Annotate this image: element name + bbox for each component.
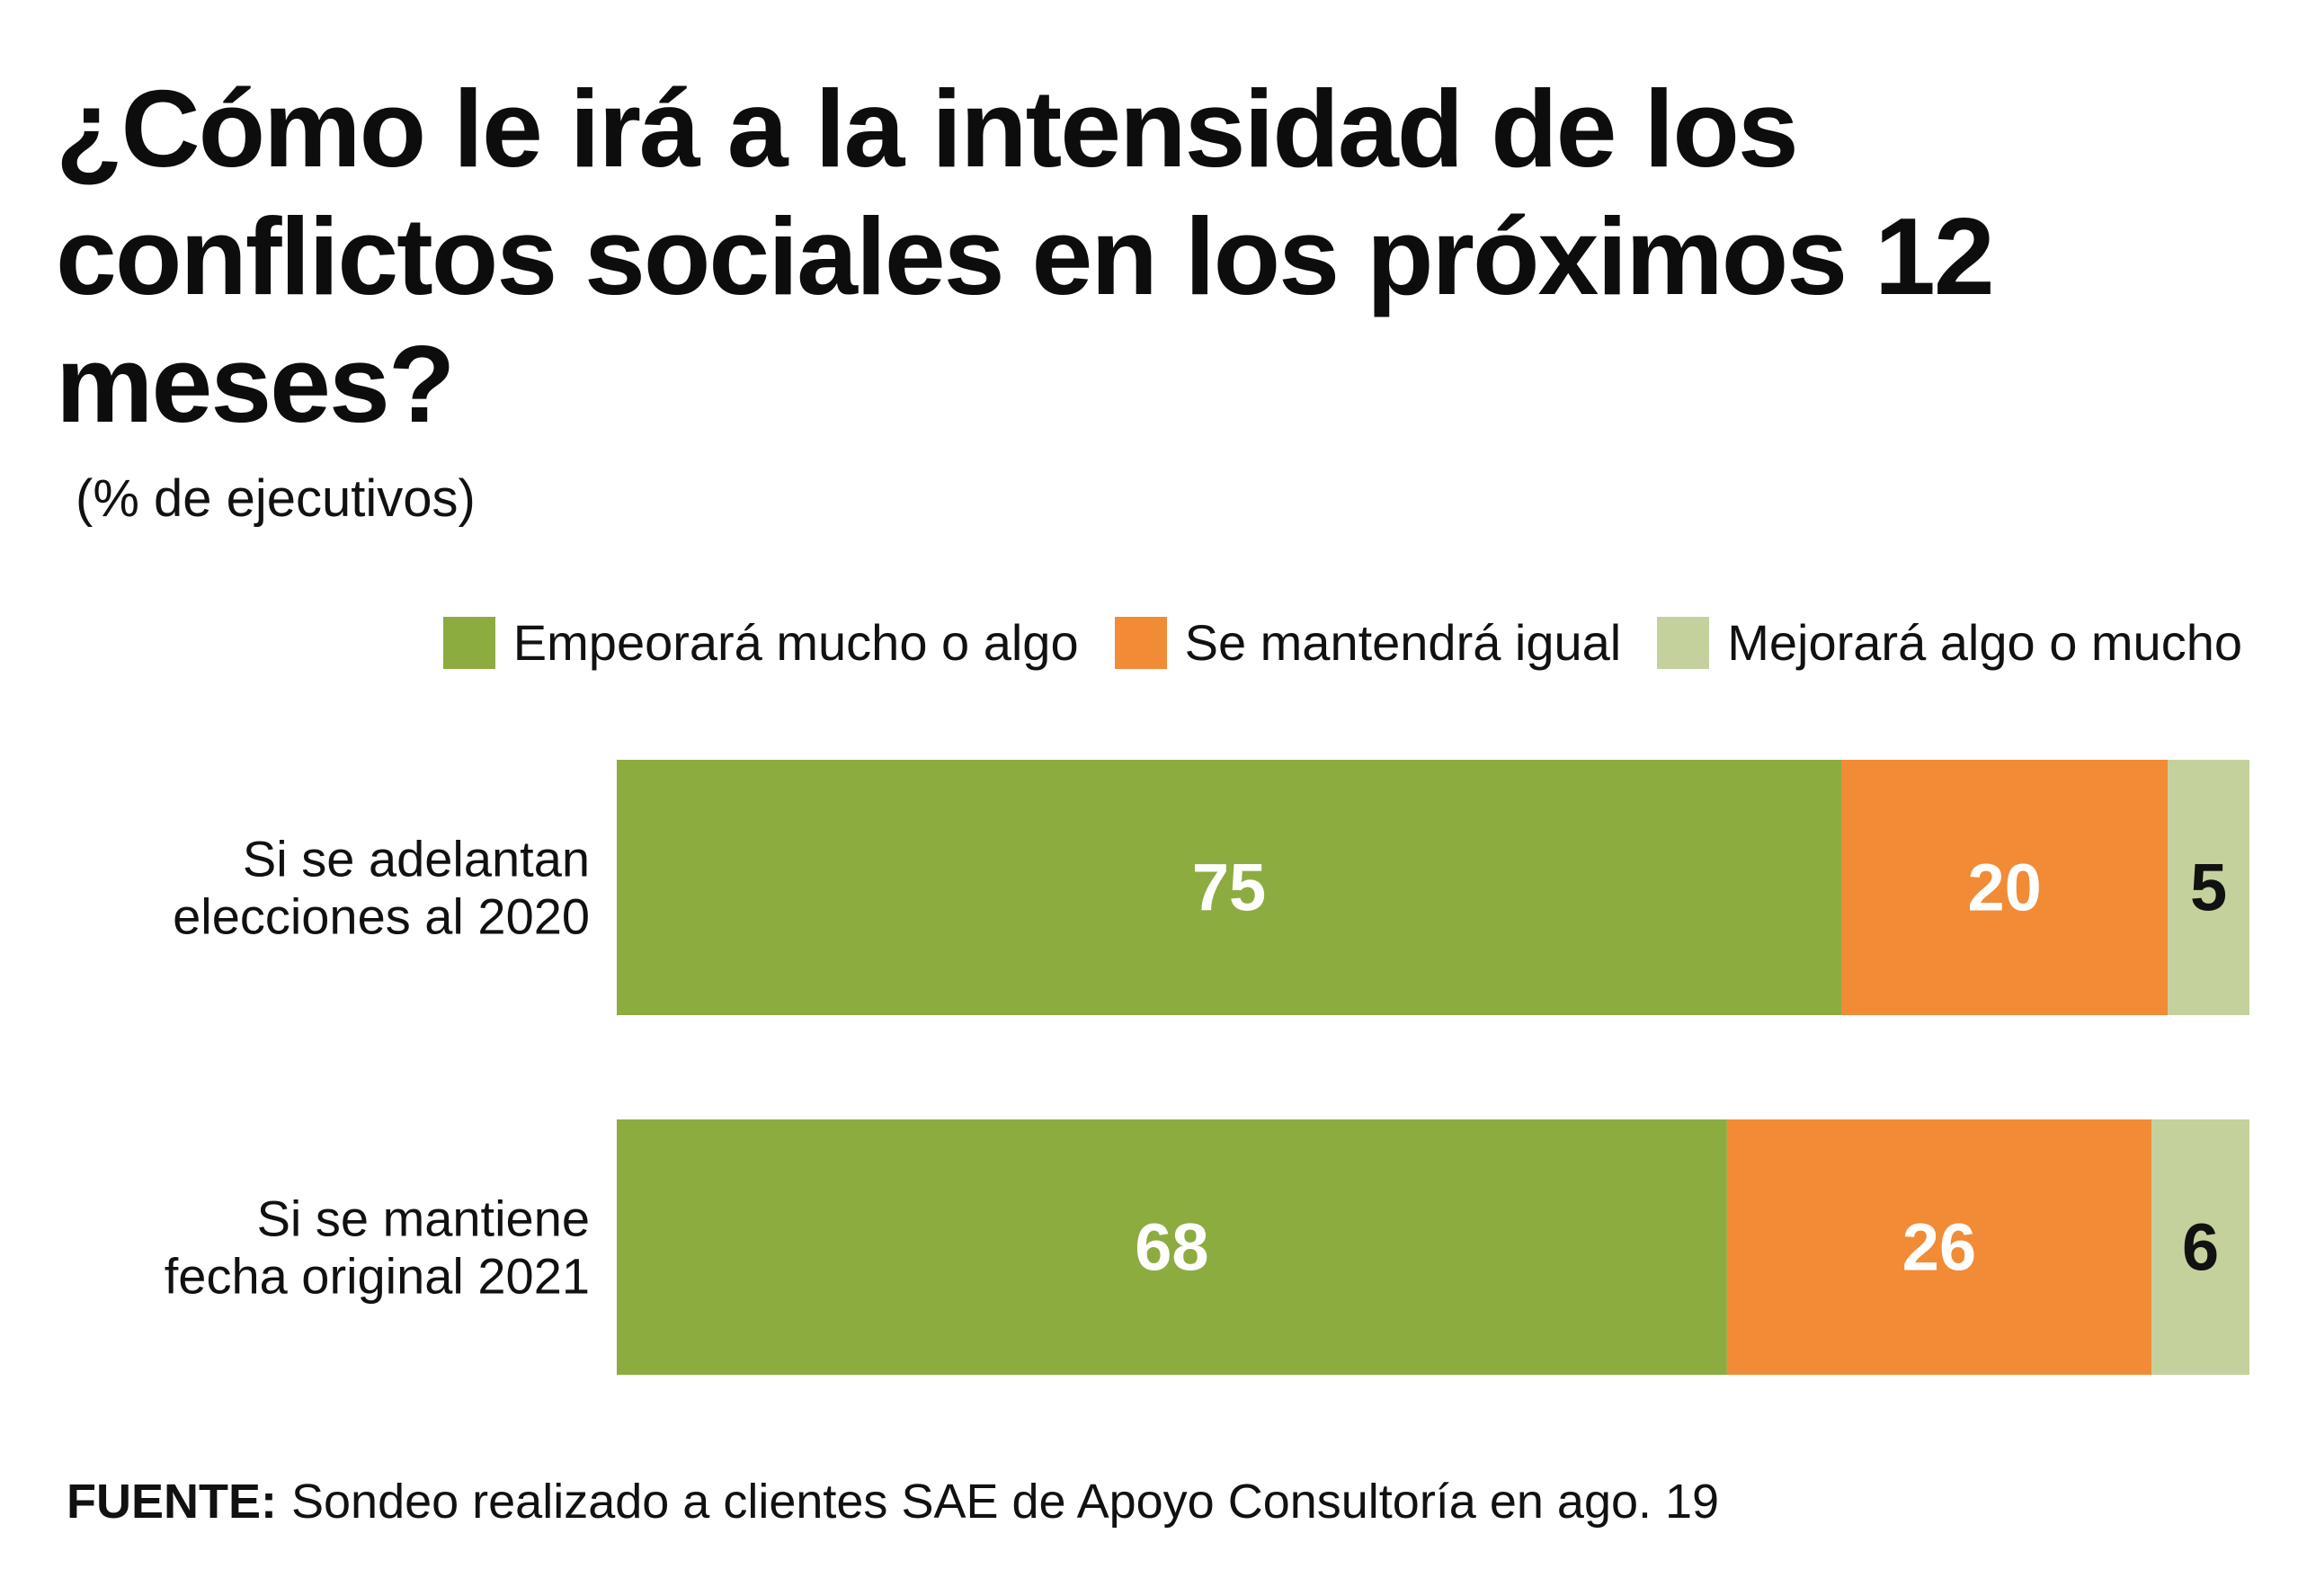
legend-label-se-mantendra: Se mantendrá igual (1184, 614, 1622, 671)
chart-subtitle: (% de ejecutivos) (76, 469, 476, 528)
legend-item-se-mantendra: Se mantendrá igual (1114, 607, 1622, 679)
data-label-mejorara-algo-o-mucho-2: 6 (2182, 1210, 2219, 1285)
legend-label-empeorara: Empeorará mucho o algo (512, 614, 1079, 671)
legend-item-mejorara: Mejorará algo o mucho (1657, 607, 2242, 679)
source-text: Sondeo realizado a clientes SAE de Apoyo… (290, 1475, 1720, 1529)
data-label-se-mantendra-igual-2: 26 (1902, 1210, 1976, 1285)
category-label-2: Si se mantiene fecha original 2021 (165, 1190, 590, 1305)
legend-item-empeorara: Empeorará mucho o algo (442, 607, 1079, 679)
category-label-line: Si se mantiene (257, 1190, 590, 1247)
bar-segment-empeorara-mucho-o-algo-2 (617, 1119, 1727, 1375)
bar-segment-empeorara-mucho-o-algo-1 (617, 760, 1841, 1015)
bar-segment-se-mantendra-igual-1 (1841, 760, 2169, 1015)
legend: Empeorará mucho o algo Se mantendrá igua… (442, 607, 2242, 679)
chart-title: ¿Cómo le irá a la intensidad de los conf… (56, 67, 1995, 445)
data-label-mejorara-algo-o-mucho-1: 5 (2190, 851, 2227, 925)
bar-segment-mejorara-algo-o-mucho-2 (2151, 1119, 2249, 1375)
category-label-1: Si se adelantan elecciones al 2020 (173, 831, 590, 945)
data-label-empeorara-mucho-o-algo-2: 68 (1135, 1210, 1208, 1285)
legend-label-mejorara: Mejorará algo o mucho (1727, 614, 2242, 671)
legend-swatch-se-mantendra (1114, 617, 1167, 669)
data-label-se-mantendra-igual-1: 20 (1967, 851, 2041, 925)
legend-swatch-empeorara (442, 617, 495, 669)
data-label-empeorara-mucho-o-algo-1: 75 (1192, 851, 1266, 925)
source-label: FUENTE: (67, 1475, 277, 1529)
legend-swatch-mejorara (1657, 617, 1710, 669)
category-label-line: fecha original 2021 (165, 1248, 590, 1305)
category-label-line: elecciones al 2020 (173, 888, 590, 945)
bar-segment-mejorara-algo-o-mucho-1 (2168, 760, 2249, 1015)
category-label-line: Si se adelantan (243, 831, 590, 887)
source-note: FUENTE: Sondeo realizado a clientes SAE d… (67, 1466, 1719, 1538)
bar-segment-se-mantendra-igual-2 (1726, 1119, 2152, 1375)
